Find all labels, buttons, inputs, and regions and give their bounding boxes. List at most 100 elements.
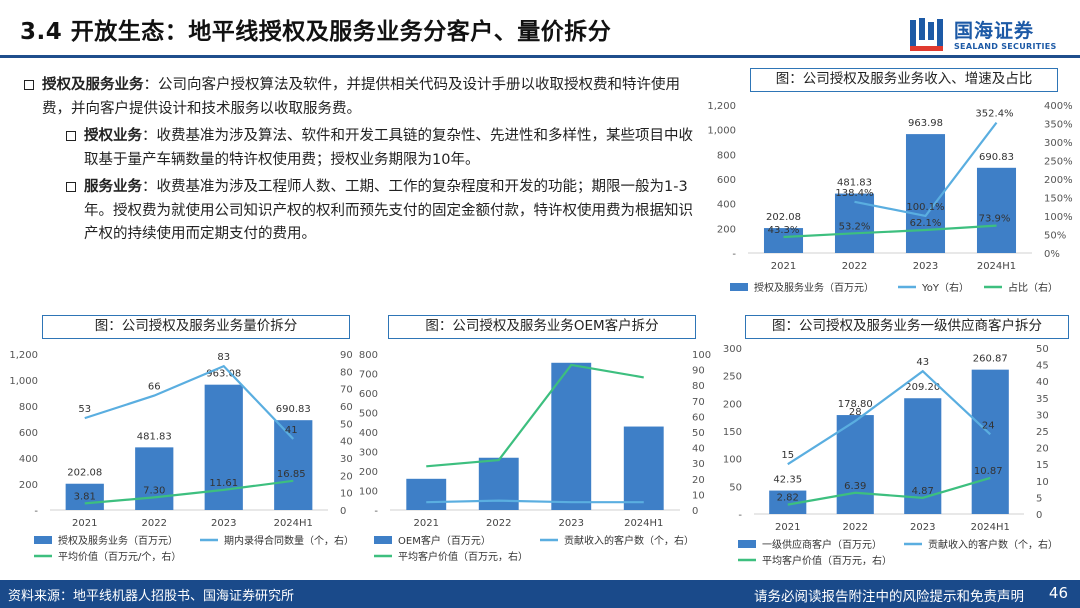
bar-value-label: 178.80 bbox=[838, 399, 873, 410]
legend-label: OEM客户（百万元） bbox=[398, 534, 491, 547]
bar bbox=[763, 228, 804, 253]
bar bbox=[769, 490, 807, 514]
left-tick-label: 700 bbox=[359, 370, 378, 381]
line-value-label: 62.1% bbox=[910, 218, 942, 229]
page-number: 46 bbox=[1048, 584, 1068, 602]
bar-value-label: 209.20 bbox=[905, 382, 940, 393]
left-tick-label: 400 bbox=[717, 200, 736, 211]
x-tick-label: 2022 bbox=[486, 518, 511, 529]
right-tick-label: 45 bbox=[1036, 361, 1049, 372]
chart4-title: 图：公司授权及服务业务一级供应商客户拆分 bbox=[745, 315, 1069, 339]
bar-value-label: 481.83 bbox=[837, 178, 872, 189]
left-tick-label: 400 bbox=[359, 428, 378, 439]
chart1-title: 图：公司授权及服务业务收入、增速及占比 bbox=[750, 68, 1058, 92]
left-tick-label: - bbox=[732, 249, 736, 260]
left-tick-label: - bbox=[34, 506, 38, 517]
bar-value-label: 963.98 bbox=[908, 118, 943, 129]
series-line bbox=[84, 479, 294, 505]
x-tick-label: 2023 bbox=[559, 518, 584, 529]
line-value-label: 66 bbox=[148, 382, 161, 393]
chart-tier1-customers: - 50 100 150 200 250 300 0 5 10 15 20 25 30 35 40 45 50 20… bbox=[723, 344, 1058, 567]
footer-bar: 资料来源：地平线机器人招股书、国海证券研究所 请务必阅读报告附注中的风险提示和免… bbox=[0, 580, 1080, 608]
series-line bbox=[84, 364, 295, 440]
line-value-label: 7.30 bbox=[143, 485, 165, 496]
line-value-label: 73.9% bbox=[979, 214, 1011, 225]
left-tick-label: 1,200 bbox=[707, 101, 736, 112]
right-tick-label: 35 bbox=[1036, 394, 1049, 405]
right-tick-label: 250% bbox=[1044, 157, 1073, 168]
right-tick-label: 15 bbox=[1036, 460, 1049, 471]
legend-bar-swatch bbox=[730, 283, 748, 291]
right-tick-label: 25 bbox=[1036, 427, 1049, 438]
company-logo: 国海证券 SEALAND SECURITIES bbox=[908, 14, 1063, 56]
left-tick-label: 300 bbox=[359, 448, 378, 459]
right-tick-label: 50 bbox=[340, 419, 353, 430]
square-bullet-icon bbox=[24, 80, 34, 90]
series-line bbox=[854, 121, 998, 218]
right-tick-label: 90 bbox=[692, 366, 705, 377]
right-tick-label: 60 bbox=[692, 412, 705, 423]
bar bbox=[551, 362, 592, 510]
left-tick-label: 800 bbox=[19, 402, 38, 413]
series-line bbox=[783, 224, 997, 239]
x-tick-label: 2021 bbox=[775, 522, 800, 533]
right-tick-label: 10 bbox=[340, 489, 353, 500]
left-tick-label: 200 bbox=[19, 480, 38, 491]
right-tick-label: 40 bbox=[340, 437, 353, 448]
bar bbox=[478, 457, 519, 510]
left-tick-label: 600 bbox=[717, 175, 736, 186]
left-tick-label: 250 bbox=[723, 372, 742, 383]
line-value-label: 352.4% bbox=[975, 109, 1013, 120]
right-tick-label: 60 bbox=[340, 402, 353, 413]
chart-oem-customers: - 100 200 300 400 500 600 700 800 0 10 20 30 40 50 60 70… bbox=[359, 350, 711, 563]
right-tick-label: 30 bbox=[692, 459, 705, 470]
chart3-title: 图：公司授权及服务业务OEM客户拆分 bbox=[388, 315, 696, 339]
line-value-label: 16.85 bbox=[277, 469, 306, 480]
right-tick-label: 350% bbox=[1044, 120, 1073, 131]
footer-disclaimer: 请务必阅读报告附注中的风险提示和免责声明 bbox=[754, 589, 1024, 605]
left-tick-label: 500 bbox=[359, 409, 378, 420]
logo-english-name: SEALAND SECURITIES bbox=[954, 42, 1057, 51]
bar bbox=[836, 415, 874, 514]
right-tick-label: 5 bbox=[1036, 493, 1042, 504]
left-tick-label: 100 bbox=[359, 487, 378, 498]
right-tick-label: 10 bbox=[692, 490, 705, 501]
bar-value-label: 481.83 bbox=[137, 431, 172, 442]
bullet-main-text: ：公司向客户授权算法及软件，并提供相关代码及设计手册以收取授权费和特许使用费，并… bbox=[42, 77, 680, 117]
bullet-main-head: 授权及服务业务 bbox=[42, 77, 144, 93]
right-tick-label: 100% bbox=[1044, 212, 1073, 223]
title-divider bbox=[0, 55, 1080, 58]
right-tick-label: 0 bbox=[692, 506, 698, 517]
left-tick-label: 600 bbox=[19, 428, 38, 439]
bullet-sub-service: 服务业务：收费基准为涉及工程师人数、工期、工作的复杂程度和开发的功能；期限一般为… bbox=[20, 176, 700, 247]
right-tick-label: 0 bbox=[1036, 510, 1042, 521]
right-tick-label: 0% bbox=[1044, 249, 1060, 260]
series-line bbox=[787, 476, 991, 506]
bar bbox=[905, 134, 946, 253]
x-tick-label: 2023 bbox=[913, 261, 938, 272]
bar-value-label: 690.83 bbox=[276, 404, 311, 415]
bullet-sub-license: 授权业务：收费基准为涉及算法、软件和开发工具链的复杂性、先进性和多样性，某些项目… bbox=[20, 125, 700, 172]
line-value-label: 4.87 bbox=[912, 486, 934, 497]
x-tick-label: 2024H1 bbox=[274, 518, 313, 529]
line-value-label: 138.4% bbox=[835, 188, 873, 199]
footer-source: 资料来源：地平线机器人招股书、国海证券研究所 bbox=[8, 589, 295, 604]
chart2-title: 图：公司授权及服务业务量价拆分 bbox=[42, 315, 350, 339]
right-tick-label: 80 bbox=[692, 381, 705, 392]
legend-label: 贡献收入的客户数（个，右） bbox=[928, 538, 1058, 551]
legend-label: 贡献收入的客户数（个，右） bbox=[564, 534, 694, 547]
legend-bar-swatch bbox=[738, 540, 756, 548]
square-bullet-icon bbox=[66, 182, 76, 192]
legend-label: 授权及服务业务（百万元） bbox=[754, 281, 874, 294]
x-tick-label: 2024H1 bbox=[977, 261, 1016, 272]
right-tick-label: 40 bbox=[692, 444, 705, 455]
left-tick-label: 100 bbox=[723, 455, 742, 466]
legend-label: 平均客户价值（百万元，右） bbox=[762, 554, 892, 567]
left-tick-label: 1,000 bbox=[9, 376, 38, 387]
line-value-label: 53 bbox=[78, 404, 91, 415]
line-value-label: 15 bbox=[781, 450, 794, 461]
bar bbox=[406, 478, 447, 510]
line-value-label: 83 bbox=[217, 352, 230, 363]
legend-label: 一级供应商客户（百万元） bbox=[762, 538, 882, 551]
bar-value-label: 42.35 bbox=[773, 475, 802, 486]
